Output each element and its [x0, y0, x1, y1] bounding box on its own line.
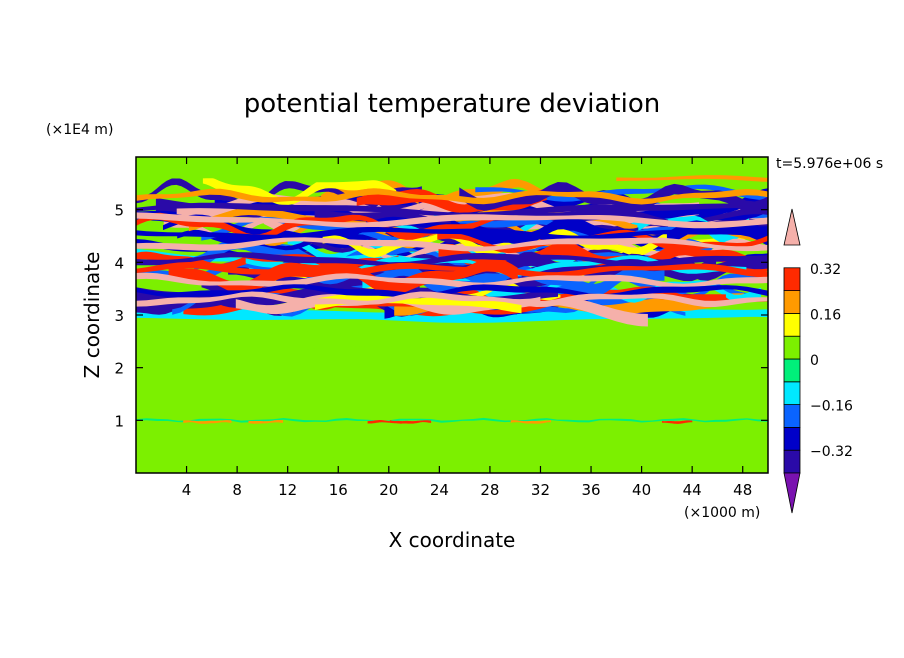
colorbar-swatch	[784, 336, 800, 359]
colorbar-label: 0.32	[810, 262, 841, 278]
colorbar-swatch	[784, 268, 800, 291]
x-tick-label: 20	[379, 481, 398, 499]
colorbar-swatch	[784, 427, 800, 450]
x-tick-label: 4	[182, 481, 192, 499]
x-tick-label: 24	[430, 481, 449, 499]
x-tick-label: 48	[733, 481, 752, 499]
y-tick-label: 5	[114, 202, 124, 220]
x-tick-label: 44	[683, 481, 702, 499]
lower-contour-band	[283, 443, 333, 462]
x-tick-label: 40	[632, 481, 651, 499]
y-tick-label: 1	[114, 412, 124, 430]
x-axis-label: X coordinate	[389, 528, 516, 552]
colorbar-top-arrow	[784, 209, 800, 245]
y-axis-label: Z coordinate	[80, 252, 104, 379]
y-tick-label: 4	[114, 254, 124, 272]
x-tick-label: 32	[531, 481, 550, 499]
x-tick-label: 36	[581, 481, 600, 499]
colorbar-swatch	[784, 291, 800, 314]
colorbar-swatch	[784, 450, 800, 473]
plot-area	[99, 157, 904, 473]
y-tick-label: 3	[114, 307, 124, 325]
chart-title: potential temperature deviation	[244, 89, 660, 119]
colorbar: 0.32 0.16 0 −0.16 −0.32	[784, 209, 853, 513]
x-tick-label: 12	[278, 481, 297, 499]
colorbar-label: 0	[810, 353, 819, 369]
y-unit-label: (×1E4 m)	[46, 122, 113, 138]
colorbar-swatch	[784, 313, 800, 336]
x-tick-label: 16	[329, 481, 348, 499]
time-label: t=5.976e+06 s	[776, 156, 883, 172]
x-tick-label: 8	[232, 481, 242, 499]
colorbar-label: −0.32	[810, 444, 853, 460]
x-tick-label: 28	[480, 481, 499, 499]
y-tick-label: 2	[114, 360, 124, 378]
colorbar-label: 0.16	[810, 307, 841, 323]
x-unit-label: (×1000 m)	[684, 505, 760, 521]
colorbar-swatch	[784, 359, 800, 382]
colorbar-label: −0.16	[810, 399, 853, 415]
colorbar-bottom-arrow	[784, 473, 800, 513]
colorbar-swatch	[784, 382, 800, 405]
colorbar-swatch	[784, 405, 800, 428]
